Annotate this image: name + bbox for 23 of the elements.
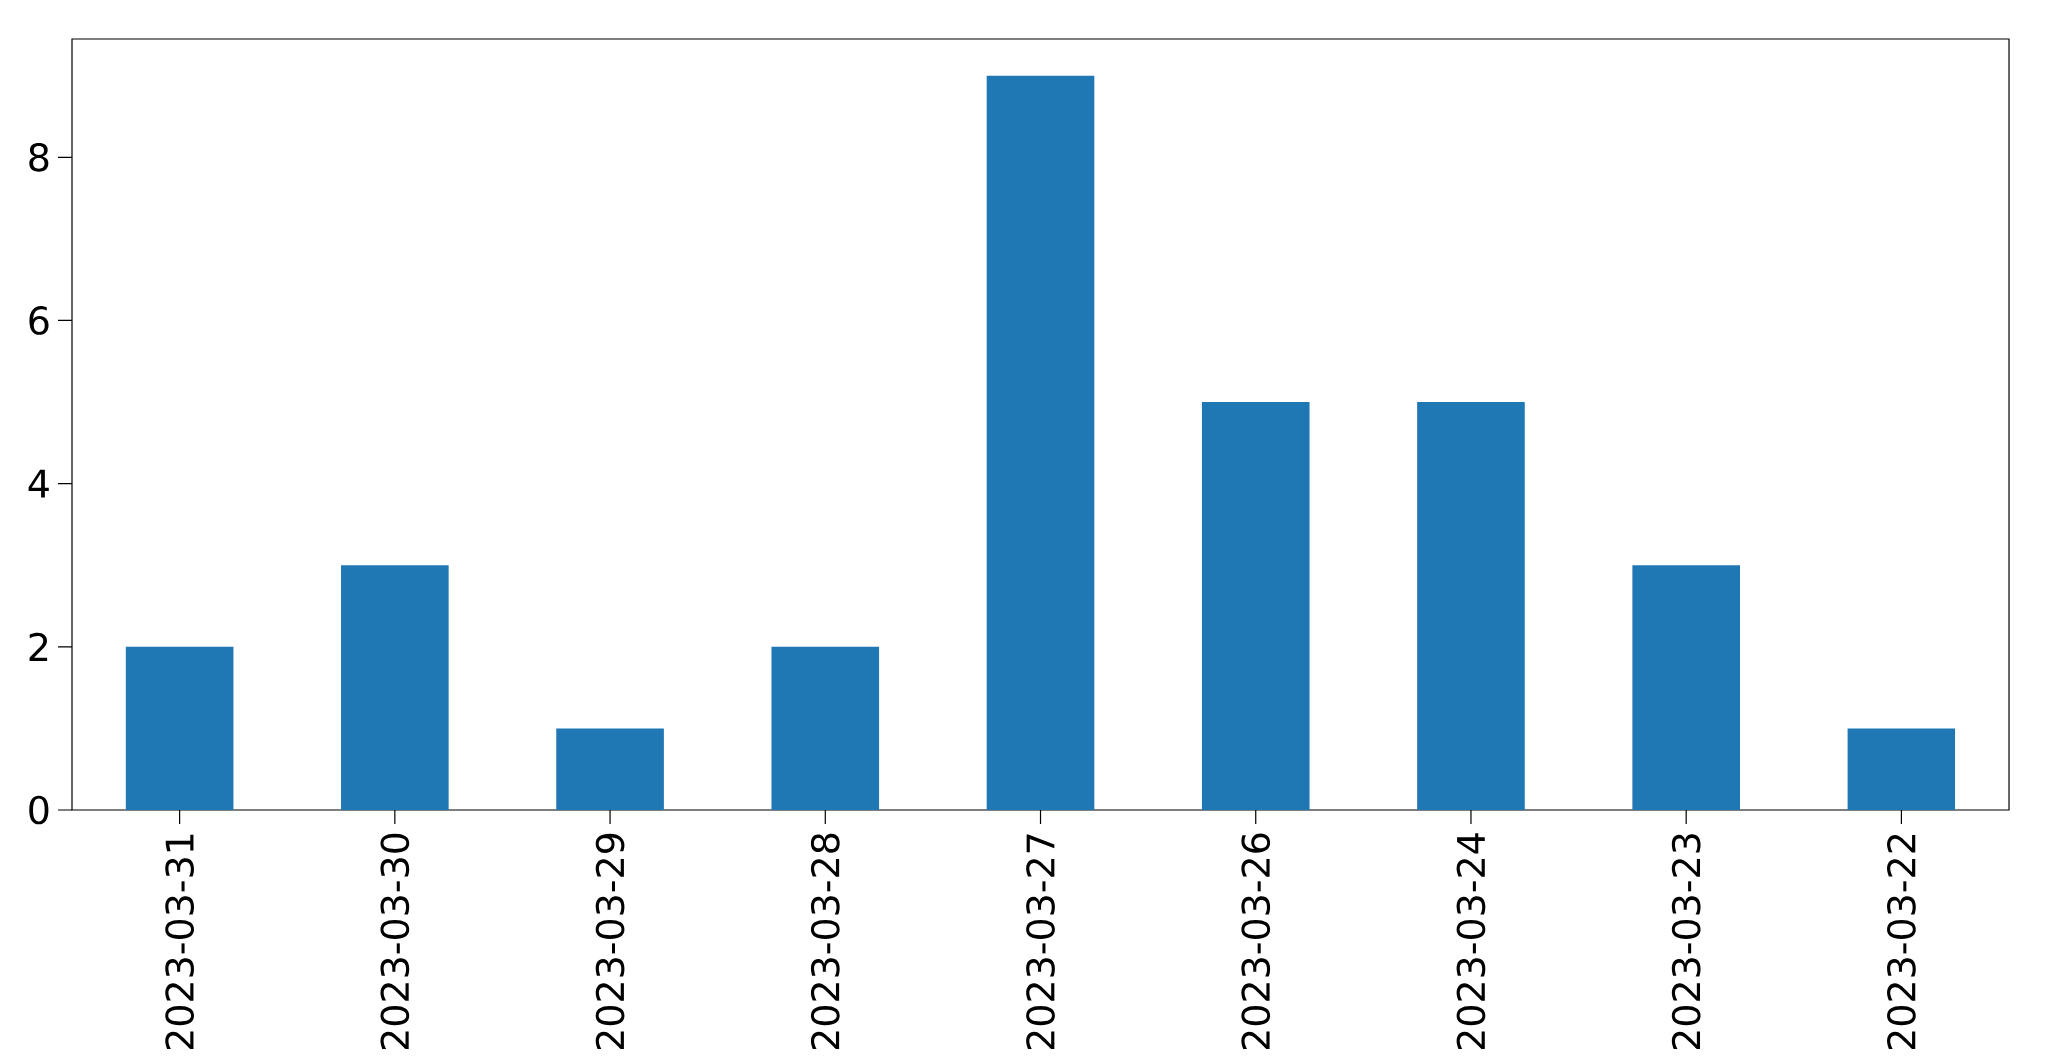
x-tick-label: 2023-03-24: [1456, 833, 1486, 1050]
y-tick-label: 8: [29, 142, 49, 172]
x-tick-label: 2023-03-28: [810, 833, 840, 1050]
y-tick-label: 6: [29, 306, 49, 335]
bar: [125, 646, 234, 810]
x-tick-label: 2023-03-26: [1241, 833, 1271, 1050]
x-tick-label: 2023-03-23: [1671, 834, 1701, 1050]
bar: [1847, 728, 1956, 810]
bar: [1201, 402, 1310, 810]
bar: [771, 646, 880, 810]
bar: [341, 565, 449, 810]
bar: [556, 728, 664, 810]
x-tick-label: 2023-03-27: [1026, 834, 1055, 1050]
y-tick-label: 0: [29, 795, 49, 825]
bar: [1632, 565, 1740, 810]
x-tick-label: 2023-03-31: [165, 834, 194, 1050]
bar: [986, 75, 1095, 810]
y-tick-label: 2: [29, 632, 48, 661]
x-tick-label: 2023-03-30: [380, 833, 410, 1050]
x-tick-label: 2023-03-22: [1887, 834, 1916, 1050]
x-tick-label: 2023-03-29: [595, 833, 625, 1050]
y-tick-label: 4: [28, 469, 49, 498]
bar: [1417, 402, 1525, 810]
